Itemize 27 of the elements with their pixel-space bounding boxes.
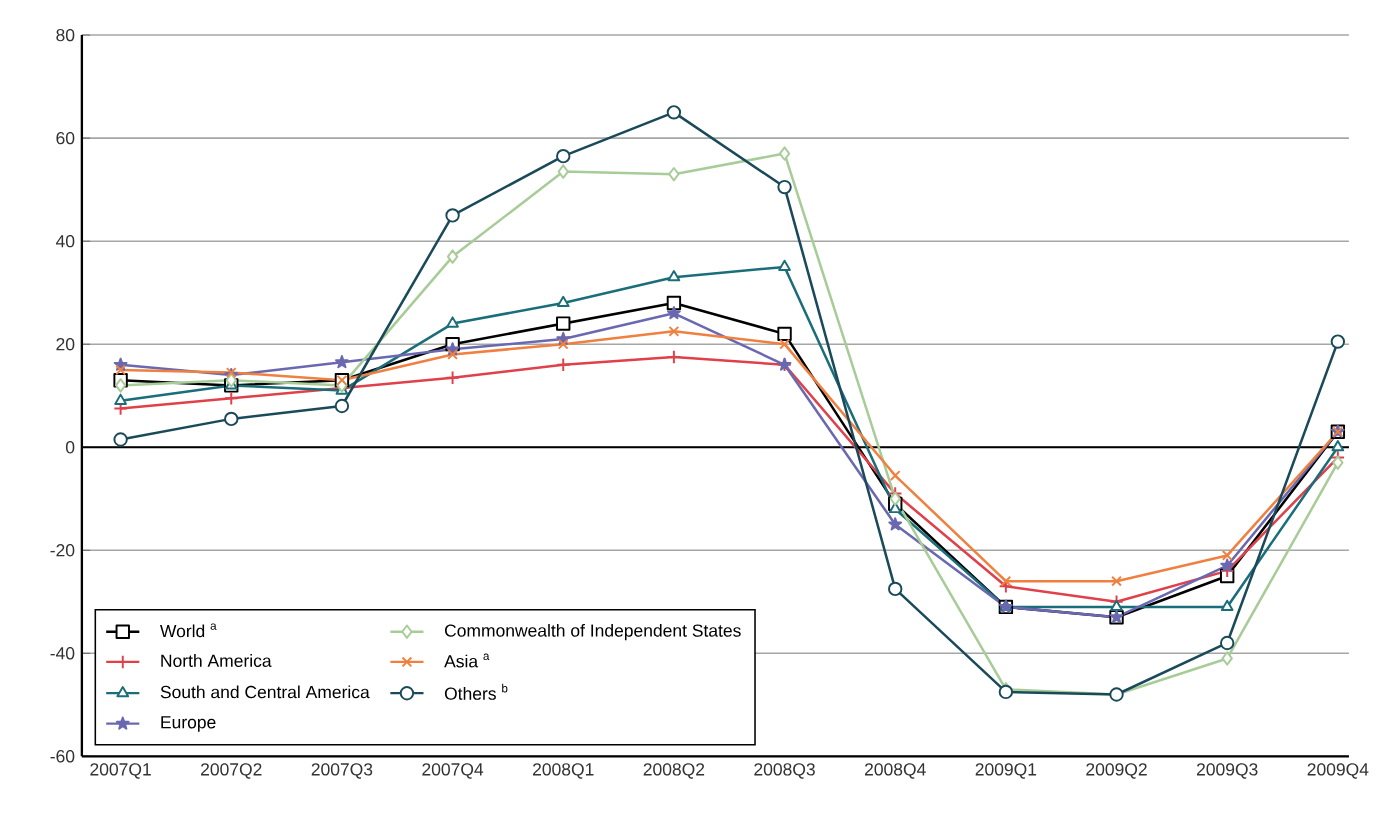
legend-label: Others $^{b}$	[444, 683, 508, 700]
y-tick-label: 20	[56, 338, 75, 351]
legend-label: World $^{a}$	[160, 623, 217, 638]
x-tick-label: 2009Q2	[1086, 763, 1147, 779]
y-tick-label: -60	[50, 750, 75, 763]
legend-label: Europe	[161, 716, 216, 732]
y-tick-label: -20	[50, 544, 75, 557]
legend-label: North America	[161, 654, 272, 668]
x-tick-label: 2008Q2	[643, 763, 705, 779]
x-tick-label: 2008Q1	[533, 763, 594, 779]
x-tick-label: 2007Q2	[201, 763, 262, 779]
x-tick-label: 2007Q1	[90, 763, 151, 779]
x-tick-label: 2007Q3	[311, 763, 373, 779]
y-tick-label: 80	[56, 28, 75, 42]
legend-label: Asia $^{a}$	[444, 653, 490, 668]
x-tick-label: 2009Q4	[1307, 763, 1369, 779]
x-tick-label: 2008Q3	[754, 763, 815, 779]
y-tick-label: 0	[65, 441, 75, 454]
y-tick-label: -40	[50, 647, 75, 660]
x-tick-label: 2009Q1	[975, 763, 1037, 779]
y-tick-label: 40	[55, 235, 75, 248]
legend-label: South and Central America	[160, 685, 370, 699]
legend-label: Commonwealth of Independent States	[444, 624, 741, 641]
x-tick-label: 2009Q3	[1196, 763, 1258, 779]
x-tick-label: 2008Q4	[865, 763, 926, 779]
y-tick-label: 60	[56, 132, 75, 145]
x-tick-label: 2007Q4	[422, 763, 484, 779]
